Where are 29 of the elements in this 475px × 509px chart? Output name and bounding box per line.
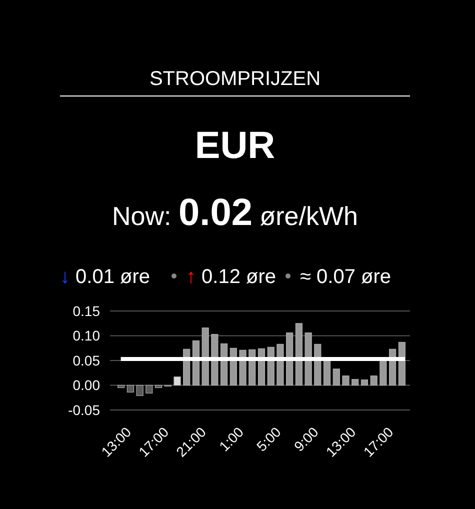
bar <box>174 376 181 386</box>
x-tick-label: 5:00 <box>253 424 284 454</box>
bar <box>295 323 302 386</box>
y-tick-label: 0.15 <box>72 302 100 319</box>
y-tick-label: -0.05 <box>68 402 100 418</box>
chart-subtitle: EUR <box>194 125 276 167</box>
bar <box>239 350 246 386</box>
bar <box>398 342 406 386</box>
bar <box>370 376 378 386</box>
y-tick-label: 0.10 <box>72 328 100 344</box>
text: ↓ 0.01 øre <box>60 266 150 288</box>
y-tick-label: 0.00 <box>72 377 100 394</box>
bar <box>192 340 200 386</box>
bar <box>202 328 209 386</box>
bar <box>220 343 228 386</box>
chart-title: STROOMPRIJZEN <box>149 68 321 90</box>
text: Now: 0.02 øre/kWh <box>112 192 358 234</box>
bar <box>324 360 331 386</box>
x-tick-label: 9:00 <box>290 424 322 454</box>
text: ≈ 0.07 øre <box>300 266 392 288</box>
y-tick-label: 0.05 <box>72 352 100 368</box>
bar <box>352 379 359 386</box>
bar <box>304 332 312 386</box>
bar <box>211 334 218 386</box>
text: ↑ 0.12 øre <box>186 266 276 288</box>
bar <box>360 380 368 386</box>
bar <box>342 376 350 386</box>
bar <box>380 360 387 386</box>
bar <box>332 368 340 386</box>
